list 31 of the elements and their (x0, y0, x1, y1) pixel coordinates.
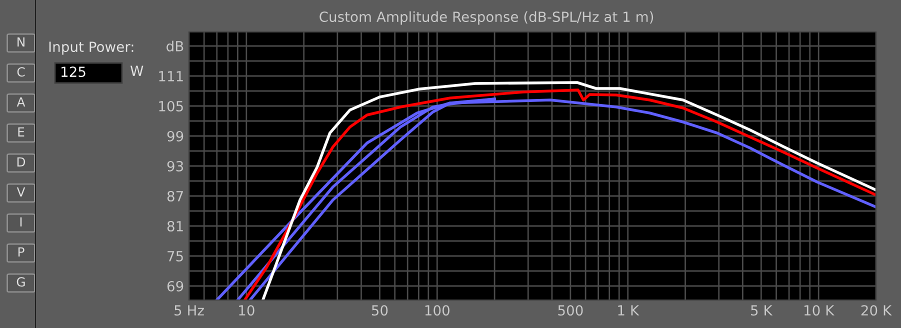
text: A (16, 97, 26, 106)
x-tick-label: 10 K (804, 305, 834, 316)
text: 125 (62, 66, 86, 78)
y-tick-label: 99 (167, 130, 184, 142)
text: W (130, 66, 144, 76)
y-tick-label: 69 (167, 280, 184, 292)
text: V (16, 187, 26, 196)
x-tick-label: 5 K (751, 305, 773, 316)
text: G (16, 277, 25, 287)
x-tick-label: 1 K (618, 305, 640, 316)
text: E (18, 127, 24, 136)
y-tick-label: dB (166, 40, 184, 52)
x-tick-label: 500 (558, 305, 583, 316)
y-tick-label: 81 (167, 220, 183, 232)
text: I (20, 217, 22, 226)
x-tick-label: 5 Hz (174, 305, 204, 316)
x-tick-label: 10 (239, 305, 254, 316)
x-tick-label: 100 (425, 305, 450, 316)
text: Input Power: (49, 42, 134, 55)
y-tick-label: 75 (168, 251, 183, 262)
y-tick-label: 87 (167, 190, 183, 202)
text: D (17, 157, 26, 166)
y-tick-label: 105 (159, 100, 183, 112)
text: P (18, 247, 24, 256)
x-tick-label: 50 (372, 305, 388, 316)
chart-title: Custom Amplitude Response (dB-SPL/Hz at 1 m) (320, 11, 654, 25)
x-tick-label: 20 K (861, 305, 892, 316)
text: N (18, 37, 24, 46)
text: C (17, 67, 25, 77)
y-tick-label: 111 (159, 71, 183, 82)
y-tick-label: 93 (167, 160, 184, 172)
